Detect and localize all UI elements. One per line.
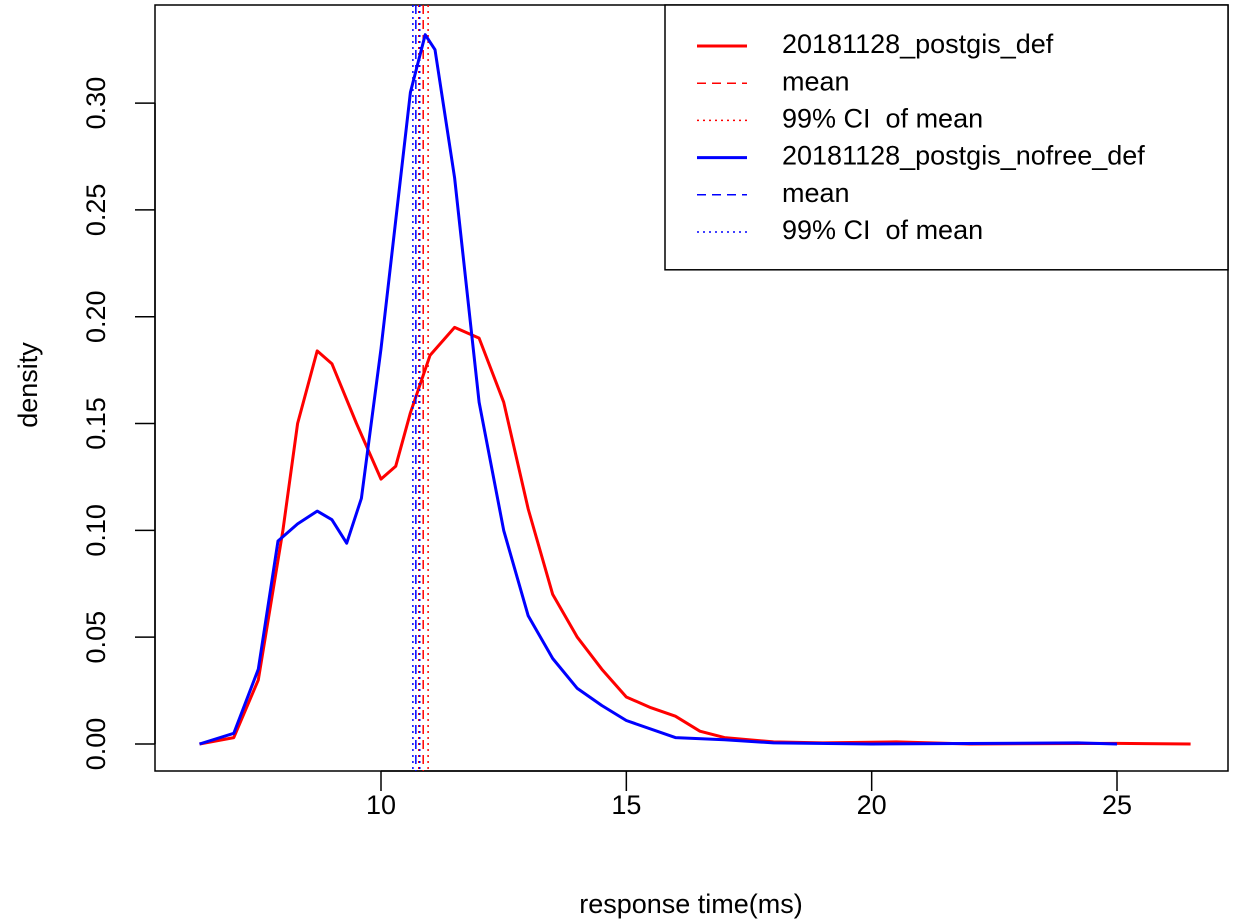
y-tick-label: 0.00 xyxy=(81,718,111,771)
x-tick-label: 10 xyxy=(366,790,396,820)
density-line xyxy=(199,33,1118,746)
y-tick-label: 0.20 xyxy=(81,290,111,343)
x-tick-label: 20 xyxy=(857,790,887,820)
y-tick-label: 0.25 xyxy=(81,184,111,237)
x-tick-label: 15 xyxy=(611,790,641,820)
legend-label: 99% CI of mean xyxy=(782,215,983,245)
legend-label: 20181128_postgis_nofree_def xyxy=(782,141,1145,171)
legend-label: 20181128_postgis_def xyxy=(782,29,1054,59)
legend-label: mean xyxy=(782,66,850,96)
legend-label: mean xyxy=(782,178,850,208)
y-tick-label: 0.10 xyxy=(81,504,111,557)
legend-box xyxy=(664,4,1229,271)
x-tick-label: 25 xyxy=(1102,790,1132,820)
y-tick-label: 0.30 xyxy=(81,77,111,130)
x-axis-label: response time(ms) xyxy=(579,889,803,919)
y-axis-label: density xyxy=(13,342,43,428)
y-tick-label: 0.15 xyxy=(81,397,111,450)
legend-label: 99% CI of mean xyxy=(782,104,983,134)
y-tick-label: 0.05 xyxy=(81,611,111,664)
